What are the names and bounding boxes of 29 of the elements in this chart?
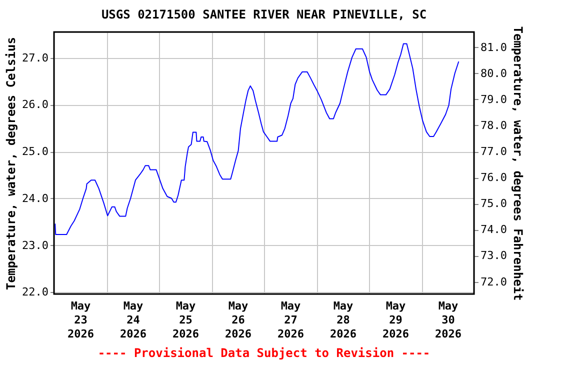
y-axis-title: Temperature, water, degrees Celsius bbox=[4, 37, 18, 290]
text: ---- Provisional Data Subject to Revision ---- bbox=[98, 346, 430, 360]
y-tick-label: 22.0 bbox=[22, 286, 48, 299]
y2-tick-label: 78.0 bbox=[480, 118, 507, 132]
y2-tick-label: 75.0 bbox=[480, 197, 507, 210]
x-tick-label: May 25 2026 bbox=[172, 300, 200, 340]
y-tick-label: 23.0 bbox=[22, 238, 48, 252]
y2-tick-label: 77.0 bbox=[480, 145, 507, 158]
x-tick-label: May 26 2026 bbox=[225, 300, 252, 340]
y2-tick-label: 72.0 bbox=[480, 275, 507, 288]
x-tick-label: May 27 2026 bbox=[278, 300, 304, 340]
y2-tick-label: 73.0 bbox=[480, 249, 507, 262]
y-tick-label: 24.0 bbox=[22, 192, 48, 205]
x-tick-label: May 29 2026 bbox=[382, 300, 410, 340]
y2-tick-label: 81.0 bbox=[480, 40, 507, 54]
x-tick-label: May 30 2026 bbox=[435, 300, 462, 340]
x-tick-label: May 23 2026 bbox=[68, 300, 94, 340]
y2-tick-label: 80.0 bbox=[480, 66, 507, 80]
y2-tick-label: 74.0 bbox=[480, 223, 507, 236]
y2-tick-label: 79.0 bbox=[480, 92, 507, 106]
y-tick-label: 27.0 bbox=[22, 51, 48, 64]
x-tick-label: May 24 2026 bbox=[120, 300, 147, 340]
y-tick-label: 25.0 bbox=[22, 145, 48, 158]
chart-title: USGS 02171500 SANTEE RIVER NEAR PINEVILLE, SC bbox=[101, 8, 427, 22]
y2-axis-title: Temperature, water, degrees Fahrenheit bbox=[510, 26, 525, 301]
x-tick-label: May 28 2026 bbox=[330, 300, 357, 340]
line-series bbox=[54, 43, 460, 235]
y2-tick-label: 76.0 bbox=[480, 171, 507, 184]
y-tick-label: 26.0 bbox=[22, 98, 48, 112]
